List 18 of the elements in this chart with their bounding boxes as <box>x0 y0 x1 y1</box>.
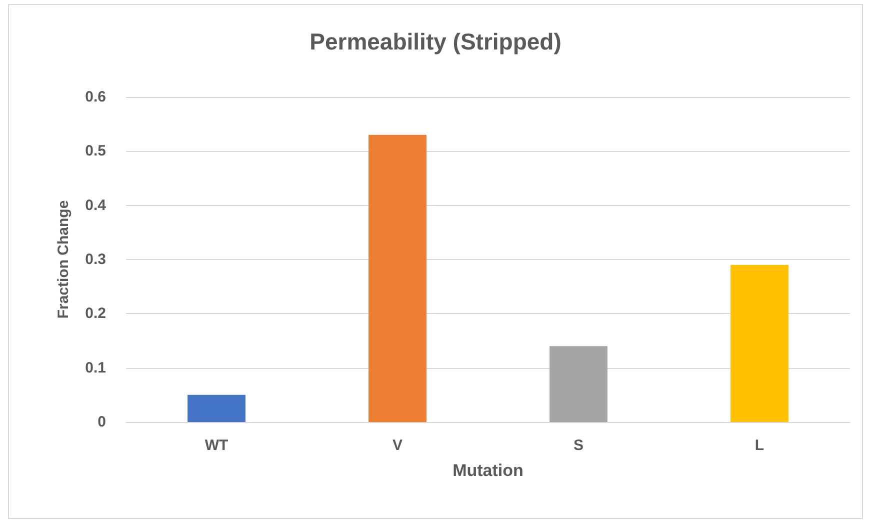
bar <box>550 346 608 422</box>
x-axis-title: Mutation <box>452 461 524 480</box>
y-axis-title: Fraction Change <box>55 200 72 319</box>
bar <box>188 394 246 422</box>
bar <box>368 134 426 422</box>
x-tick-label: L <box>754 437 764 454</box>
x-tick-label: S <box>573 437 584 454</box>
x-tick-label: WT <box>204 437 228 454</box>
y-tick-label: 0 <box>98 414 106 430</box>
y-tick-label: 0.6 <box>85 88 106 106</box>
y-tick-label: 0.1 <box>85 359 106 376</box>
y-tick-label: 0.3 <box>85 251 106 268</box>
y-tick-label: 0.2 <box>85 305 106 322</box>
y-tick-label: 0.4 <box>85 196 107 214</box>
x-tick-label: V <box>392 437 403 454</box>
bar <box>730 264 788 422</box>
chart-title: Permeability (Stripped) <box>310 28 562 54</box>
y-tick-label: 0.5 <box>85 142 106 160</box>
